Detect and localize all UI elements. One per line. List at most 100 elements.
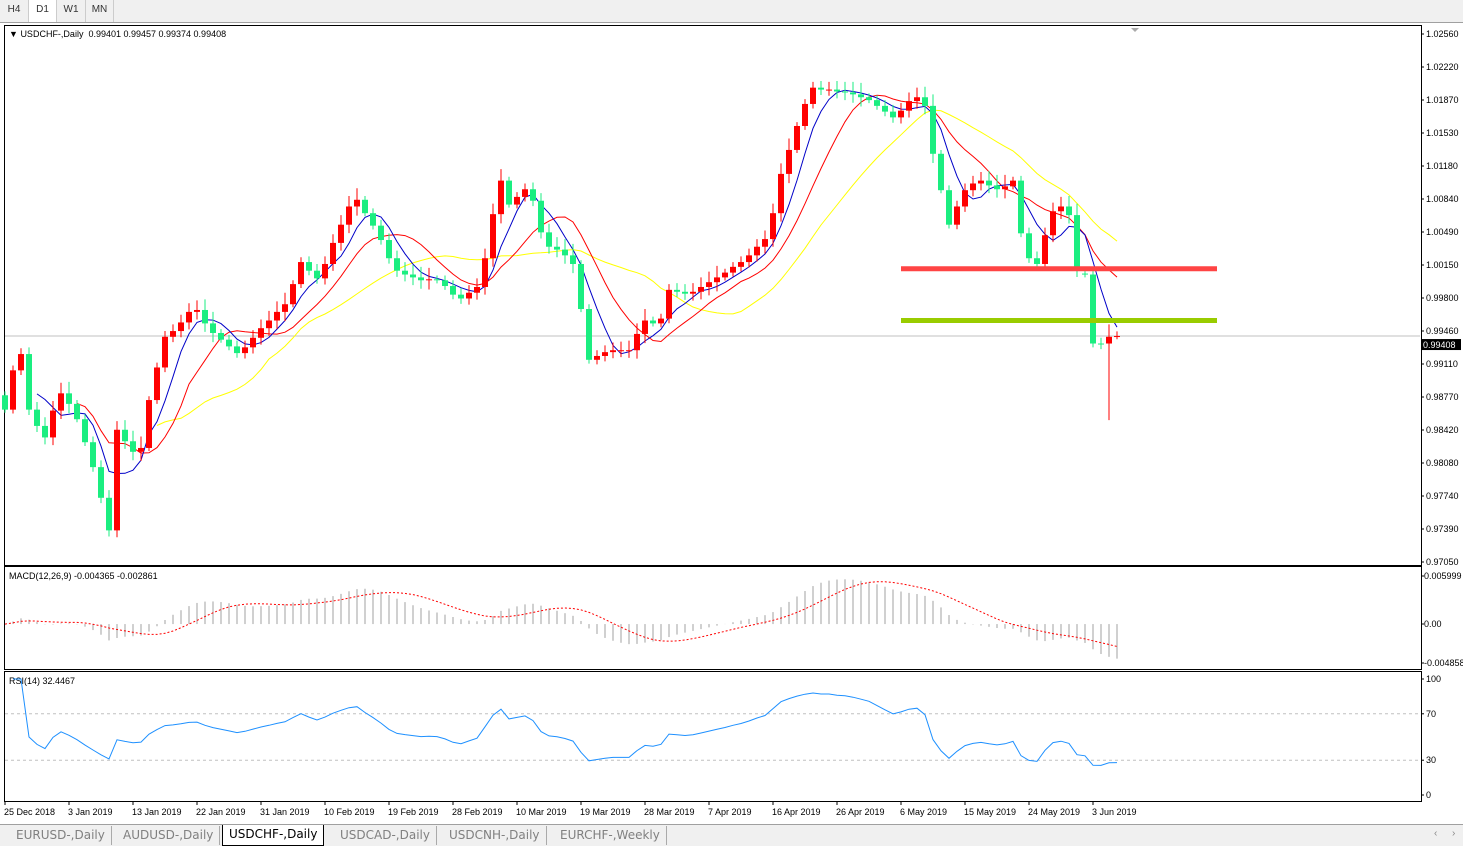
candle-body [130, 441, 136, 452]
candle [42, 417, 48, 445]
candle-body [154, 367, 160, 401]
rsi-title: RSI(14) 32.4467 [9, 676, 76, 686]
candle-body [490, 214, 496, 259]
candle [1050, 202, 1056, 243]
candle [378, 219, 384, 245]
candle-body [314, 270, 320, 279]
price-axis-label: 1.00490 [1426, 227, 1459, 237]
candle [130, 430, 136, 461]
candle [946, 185, 952, 229]
date-axis-label: 24 May 2019 [1028, 807, 1080, 817]
candle-body [826, 89, 832, 91]
candle-body [82, 419, 88, 443]
candle [914, 87, 920, 109]
candle-body [1090, 274, 1096, 344]
candle-body [978, 180, 984, 184]
candle [658, 313, 664, 328]
tab-eurusd[interactable]: EURUSD-,Daily [10, 826, 112, 845]
timeframe-w1[interactable]: W1 [57, 0, 86, 22]
candle-body [914, 97, 920, 102]
candle [354, 188, 360, 216]
chart-canvas[interactable]: 1.02560 1.02220 1.01870 1.01530 1.01180 1.008… [0, 0, 1463, 824]
tab-usdcnh[interactable]: USDCNH-,Daily [443, 826, 547, 845]
date-axis-label: 16 Apr 2019 [772, 807, 821, 817]
collapse-triangle-icon[interactable]: ▼ [9, 29, 18, 39]
candle-body [530, 189, 536, 201]
candle-body [482, 258, 488, 287]
candle-body [242, 347, 248, 354]
macd-pane[interactable]: MACD(12,26,9) -0.004365 -0.002861 [4, 566, 1422, 670]
candle [194, 300, 200, 320]
tab-usdchf[interactable]: USDCHF-,Daily [222, 825, 325, 846]
date-axis-label: 3 Jan 2019 [68, 807, 113, 817]
price-axis-label: 0.99800 [1426, 293, 1459, 303]
candle [954, 200, 960, 230]
candle-body [426, 279, 432, 281]
candle [786, 138, 792, 184]
candle [34, 401, 40, 433]
candle [1010, 176, 1016, 190]
tabs-next-icon[interactable]: › [1452, 828, 1456, 839]
candle-body [162, 336, 168, 368]
candle-body [394, 258, 400, 271]
candle-body [410, 274, 416, 278]
candle-body [1026, 233, 1032, 259]
candle-body [642, 320, 648, 334]
tabs-prev-icon[interactable]: ‹ [1434, 828, 1438, 839]
candle [346, 195, 352, 234]
candle-body [906, 101, 912, 111]
candle-body [930, 105, 936, 154]
candle [58, 382, 64, 420]
candle-body [858, 94, 864, 98]
candle [858, 82, 864, 107]
date-axis-label: 19 Feb 2019 [388, 807, 439, 817]
ma-fast-line [36, 89, 1118, 475]
price-axis-label: 0.98770 [1426, 392, 1459, 402]
candle [10, 365, 16, 414]
candle [242, 340, 248, 359]
candle-body [90, 442, 96, 468]
candle-body [738, 262, 744, 267]
candle-body [618, 350, 624, 352]
candle-body [786, 149, 792, 174]
timeframe-h4[interactable]: H4 [0, 0, 29, 22]
candle [738, 256, 744, 272]
candle-body [1034, 258, 1040, 264]
candle-body [882, 105, 888, 112]
ma-slow-line [156, 109, 1118, 426]
candle-body [794, 125, 800, 150]
candle [922, 86, 928, 115]
rsi-pane[interactable]: RSI(14) 32.4467 [4, 671, 1422, 802]
candle-body [1074, 215, 1080, 268]
macd-axis-label: 0.005999 [1424, 571, 1462, 581]
candle-body [714, 277, 720, 283]
symbol-title: USDCHF-,Daily [20, 29, 84, 39]
candle-body [354, 199, 360, 207]
candle-body [258, 328, 264, 338]
candle [586, 304, 592, 364]
candle-body [250, 337, 256, 348]
candle-body [234, 346, 240, 354]
candle-body [10, 370, 16, 410]
candle [906, 92, 912, 118]
tab-eurchf[interactable]: EURCHF-,Weekly [554, 826, 667, 845]
candle [706, 271, 712, 296]
tab-usdcad[interactable]: USDCAD-,Daily [334, 826, 437, 845]
tab-audusd[interactable]: AUDUSD-,Daily [117, 826, 221, 845]
candle-body [26, 354, 32, 410]
candle-body [506, 180, 512, 205]
candle-body [210, 323, 216, 333]
price-pane[interactable]: ▼ USDCHF-,Daily 0.99401 0.99457 0.99374 … [4, 25, 1422, 566]
candle [306, 256, 312, 276]
candle [1042, 227, 1048, 271]
candle-body [698, 286, 704, 292]
candle-body [706, 282, 712, 287]
candle [98, 460, 104, 504]
timeframe-mn[interactable]: MN [86, 0, 114, 22]
candle-body [1018, 180, 1024, 234]
price-axis-label: 0.97390 [1426, 524, 1459, 534]
candle [994, 174, 1000, 198]
candle [1026, 227, 1032, 263]
candle [554, 237, 560, 258]
timeframe-d1[interactable]: D1 [29, 0, 57, 22]
